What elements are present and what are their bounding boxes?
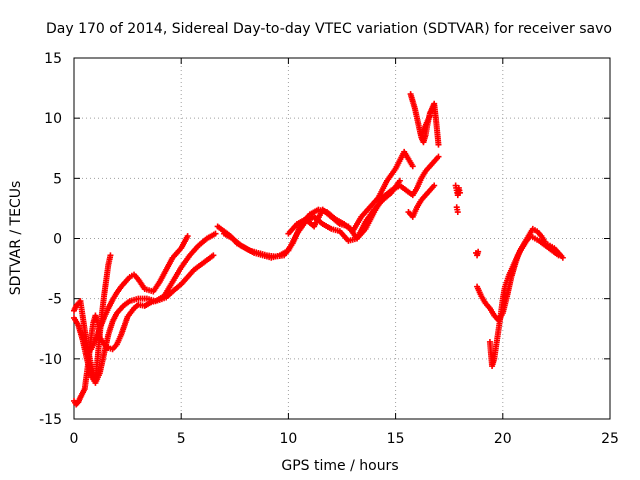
points-layer xyxy=(71,91,566,408)
x-tick-label: 5 xyxy=(177,431,186,447)
y-tick-label: -15 xyxy=(39,412,62,428)
y-tick-label: 15 xyxy=(44,51,62,67)
trace-f-point xyxy=(409,163,416,170)
trace-i-point xyxy=(475,248,482,255)
x-tick-label: 25 xyxy=(601,431,619,447)
trace-a-point xyxy=(210,252,217,259)
trace-j-point xyxy=(559,254,566,261)
trace-e-point xyxy=(435,153,442,160)
y-tick-label: 5 xyxy=(53,171,62,187)
trace-d-point xyxy=(107,252,114,259)
x-tick-label: 20 xyxy=(494,431,512,447)
trace-b-point xyxy=(212,230,219,237)
trace-c-point xyxy=(184,233,191,240)
trace-g-point xyxy=(431,182,438,189)
y-tick-label: 0 xyxy=(53,232,62,248)
x-tick-label: 15 xyxy=(387,431,405,447)
y-axis-label: SDTVAR / TECUs xyxy=(8,181,24,296)
trace-g-point xyxy=(396,177,403,184)
grid-layer xyxy=(74,58,610,419)
tick-layer: 0 5 10 15 20 25 -15 -10 -5 0 5 10 15 xyxy=(39,51,619,447)
chart-title: Day 170 of 2014, Sidereal Day-to-day VTE… xyxy=(46,21,612,37)
trace-i-point xyxy=(456,189,463,196)
y-tick-label: -5 xyxy=(48,292,62,308)
trace-i-point xyxy=(454,209,461,216)
y-tick-label: -10 xyxy=(39,352,62,368)
y-tick-label: 10 xyxy=(44,111,62,127)
trace-k-point xyxy=(555,252,562,259)
x-tick-label: 10 xyxy=(279,431,297,447)
x-axis-label: GPS time / hours xyxy=(281,458,398,474)
trace-h-point xyxy=(435,141,442,148)
x-tick-label: 0 xyxy=(70,431,79,447)
